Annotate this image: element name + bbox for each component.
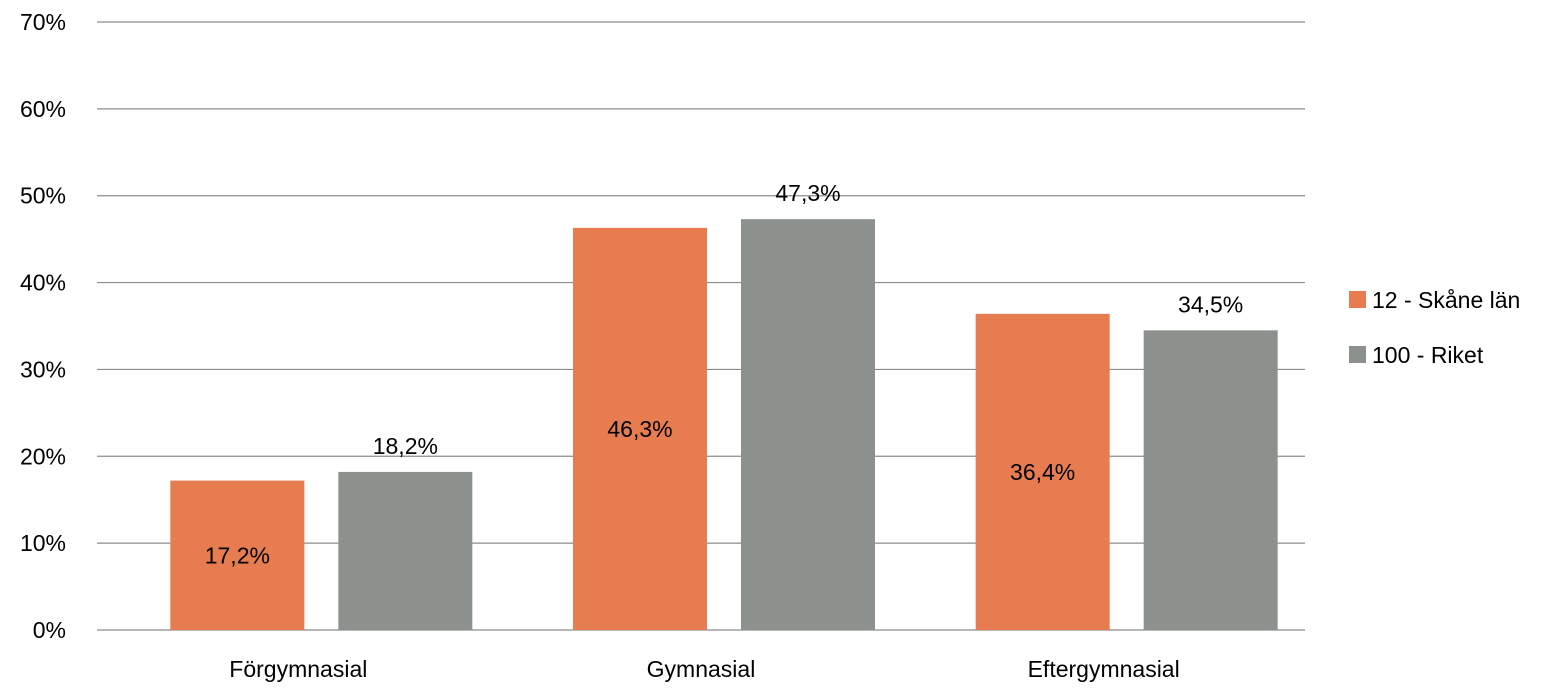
data-label: 17,2% [205,542,270,568]
data-label: 34,5% [1178,291,1243,317]
bars [170,219,1278,630]
legend-swatch [1349,346,1366,363]
data-label: 36,4% [1010,459,1075,485]
bar-riket-0 [338,471,473,630]
y-tick-label: 60% [20,96,66,122]
x-tick-label: Eftergymnasial [1028,656,1180,682]
bar-skane-2 [975,313,1110,630]
y-tick-label: 50% [20,183,66,209]
data-label: 18,2% [373,433,438,459]
y-tick-label: 0% [33,617,66,643]
data-label: 47,3% [775,180,840,206]
x-axis-ticks: Förgymnasial Gymnasial Eftergymnasial [229,656,1179,682]
legend: 12 - Skåne län 100 - Riket [1349,287,1520,368]
x-tick-label: Gymnasial [647,656,756,682]
y-axis-ticks: 0% 10% 20% 30% 40% 50% 60% 70% [20,9,66,643]
y-tick-label: 40% [20,270,66,296]
y-tick-label: 30% [20,356,66,382]
bar-skane-1 [573,227,707,630]
data-labels: 17,2% 18,2% 46,3% 47,3% 36,4% 34,5% [205,180,1244,568]
bar-skane-0 [170,480,305,630]
bar-riket-1 [741,219,875,630]
legend-label: 12 - Skåne län [1372,287,1520,313]
y-tick-label: 70% [20,9,66,35]
y-tick-label: 20% [20,443,66,469]
y-tick-label: 10% [20,530,66,556]
bar-riket-2 [1143,330,1278,630]
data-label: 46,3% [607,416,672,442]
x-tick-label: Förgymnasial [229,656,367,682]
legend-swatch [1349,291,1366,308]
legend-label: 100 - Riket [1372,342,1484,368]
